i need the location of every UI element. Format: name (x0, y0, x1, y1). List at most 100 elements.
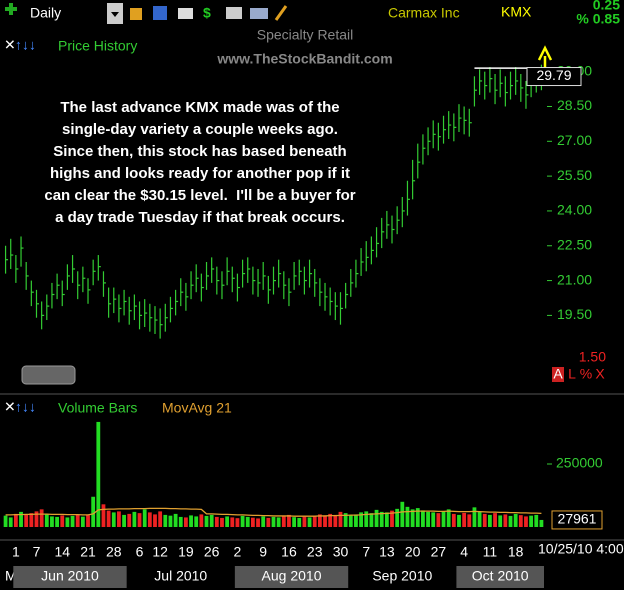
volume-bar (467, 514, 472, 527)
annotation-line: single-day variety a couple weeks ago. (62, 121, 338, 138)
annotation-line: The last advance KMX made was of the (60, 99, 339, 116)
side-button[interactable]: % (580, 366, 592, 382)
keyboard-icon[interactable] (250, 8, 268, 19)
save-icon[interactable] (153, 6, 167, 20)
volume-bar (405, 506, 410, 527)
plot: 19.5021.0022.5024.0025.5027.0028.5030.00… (3, 45, 624, 588)
volume-bar (384, 512, 389, 527)
volume-bar (410, 509, 415, 527)
volume-bar (132, 511, 137, 527)
volume-bar (508, 515, 513, 527)
volume-bar (421, 510, 425, 527)
volume-bar (158, 511, 163, 527)
move-icons[interactable]: ↑↓↓ (15, 399, 36, 415)
y-tick-label: 27.00 (557, 132, 592, 148)
volume-bar (498, 515, 503, 527)
annotation-line: Since then, this stock has based beneath (53, 143, 346, 160)
volume-bar (451, 513, 456, 527)
volume-bar (250, 517, 255, 527)
volume-bar (287, 514, 291, 527)
side-button[interactable]: X (595, 366, 605, 382)
y-tick-label: 22.50 (557, 236, 592, 252)
volume-bar (302, 516, 307, 527)
volume-bar (204, 515, 209, 527)
percent-change: % 0.85 (576, 11, 620, 27)
volume-bar (106, 510, 111, 527)
volume-bar (446, 509, 451, 527)
interval[interactable]: Daily (30, 5, 61, 21)
x-tick-label: 7 (362, 544, 370, 560)
volume-bar (276, 517, 281, 527)
volume-bar (354, 514, 358, 527)
annotation: The last advance KMX made was of the sing… (44, 99, 355, 226)
volume-bar (472, 507, 477, 527)
volume-bar (153, 514, 157, 527)
volume-bar (142, 509, 147, 527)
x-tick-label: 12 (152, 544, 168, 560)
side-button[interactable]: L (568, 366, 576, 382)
volume-bar (534, 514, 539, 527)
y-tick-label: 19.50 (557, 306, 592, 322)
volume-bar (44, 514, 49, 527)
volume-bar (80, 516, 85, 527)
move-icons[interactable]: ↑↓↓ (15, 37, 36, 53)
button-bg (552, 367, 564, 382)
volume-bar (457, 514, 461, 527)
volume-bar (338, 511, 343, 527)
dollar-icon[interactable]: $ (203, 5, 211, 21)
side-button[interactable]: A (553, 366, 563, 382)
month-label: Oct 2010 (472, 568, 529, 584)
volume-bar (91, 496, 96, 527)
volume-bar (524, 516, 528, 527)
volume-bar (261, 516, 266, 527)
volume-bar (317, 514, 322, 527)
volume-bar (281, 515, 286, 527)
x-tick-label: 9 (259, 544, 267, 560)
volume-bar (13, 513, 18, 527)
x-tick-label: 1 (12, 544, 20, 560)
y-tick-label: 25.50 (557, 167, 592, 183)
volume-bar (178, 516, 183, 527)
close-icon[interactable]: ✕ (4, 399, 16, 415)
close-icon[interactable]: ✕ (4, 37, 16, 53)
volume-bar (513, 513, 518, 527)
pencil-icon[interactable] (274, 5, 288, 21)
volume-bar (245, 516, 250, 527)
volume-bar (34, 511, 39, 527)
x-tick-label: 16 (281, 544, 297, 560)
volume-bar (462, 512, 467, 527)
volume-bar (328, 513, 333, 527)
volume-bar (65, 517, 70, 527)
slider[interactable] (21, 365, 76, 385)
annotation-line: a day trade Tuesday if that break occurs… (55, 209, 345, 226)
month-label: M (5, 568, 17, 584)
volume-bar (168, 515, 173, 527)
panel-title: Price History (58, 38, 137, 54)
last-price: 29.79 (536, 67, 571, 83)
print-icon[interactable] (226, 7, 242, 19)
volume-bar (379, 511, 384, 527)
volume-bar (539, 519, 544, 527)
volume-bar (431, 512, 436, 527)
volume-bar (220, 517, 224, 527)
side-value: 1.50 (579, 349, 606, 365)
last-price-box (526, 67, 582, 87)
company-name: Carmax Inc (388, 5, 460, 21)
volume-bar (70, 515, 75, 527)
volume-bar (333, 514, 338, 527)
lock-icon[interactable] (130, 8, 142, 20)
y-tick-label: 21.00 (557, 271, 592, 287)
x-tick-label: 27 (431, 544, 447, 560)
month-label: Jul 2010 (154, 568, 207, 584)
mail-icon[interactable] (178, 8, 193, 19)
volume-bar (189, 515, 193, 527)
volume-bar (214, 516, 219, 527)
volume-bar (312, 515, 317, 527)
volume-bar (297, 517, 302, 527)
last-volume-box (551, 510, 603, 530)
add-icon[interactable] (9, 3, 13, 15)
x-tick-label: 19 (178, 544, 194, 560)
industry: Specialty Retail (257, 27, 354, 43)
y-tick-label: 250000 (556, 455, 603, 471)
